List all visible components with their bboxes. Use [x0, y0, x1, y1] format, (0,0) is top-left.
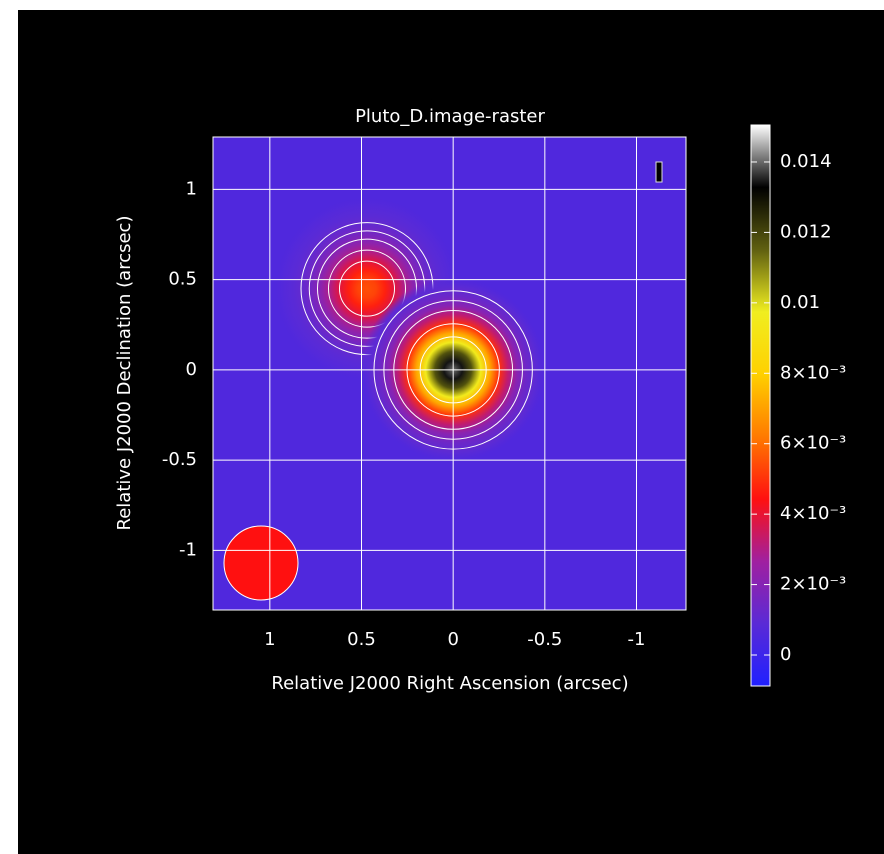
colorbar-tick-label: 0.01 [780, 292, 820, 313]
colorbar-tick-label: 0.014 [780, 151, 832, 172]
y-tick-label: 0.5 [168, 269, 197, 290]
y-tick-label: 0 [186, 359, 197, 380]
beam-marker [656, 162, 662, 182]
y-axis-label: Relative J2000 Declination (arcsec) [114, 216, 135, 531]
colorbar-tick-label: 6×10⁻³ [780, 433, 846, 454]
y-tick-label: 1 [186, 178, 197, 199]
y-tick-label: -0.5 [162, 449, 197, 470]
x-tick-label: -0.5 [527, 629, 562, 650]
colorbar [751, 125, 770, 686]
beam [224, 526, 298, 600]
y-tick-label: -1 [179, 539, 197, 560]
x-tick-label: 0 [447, 629, 458, 650]
colorbar-tick-label: 0 [780, 644, 791, 665]
x-tick-label: -1 [628, 629, 646, 650]
page: {"chart_data":{"type":"raster","title":"… [0, 0, 884, 854]
x-axis-label: Relative J2000 Right Ascension (arcsec) [271, 673, 628, 694]
colorbar-tick-label: 0.012 [780, 221, 832, 242]
colorbar-tick-label: 4×10⁻³ [780, 503, 846, 524]
chart-title: Pluto_D.image-raster [355, 106, 545, 127]
colorbar-tick-label: 2×10⁻³ [780, 574, 846, 595]
x-tick-label: 0.5 [347, 629, 376, 650]
chart: Pluto_D.image-raster Relative J2000 Righ… [0, 0, 884, 854]
x-tick-label: 1 [264, 629, 275, 650]
colorbar-tick-label: 8×10⁻³ [780, 362, 846, 383]
